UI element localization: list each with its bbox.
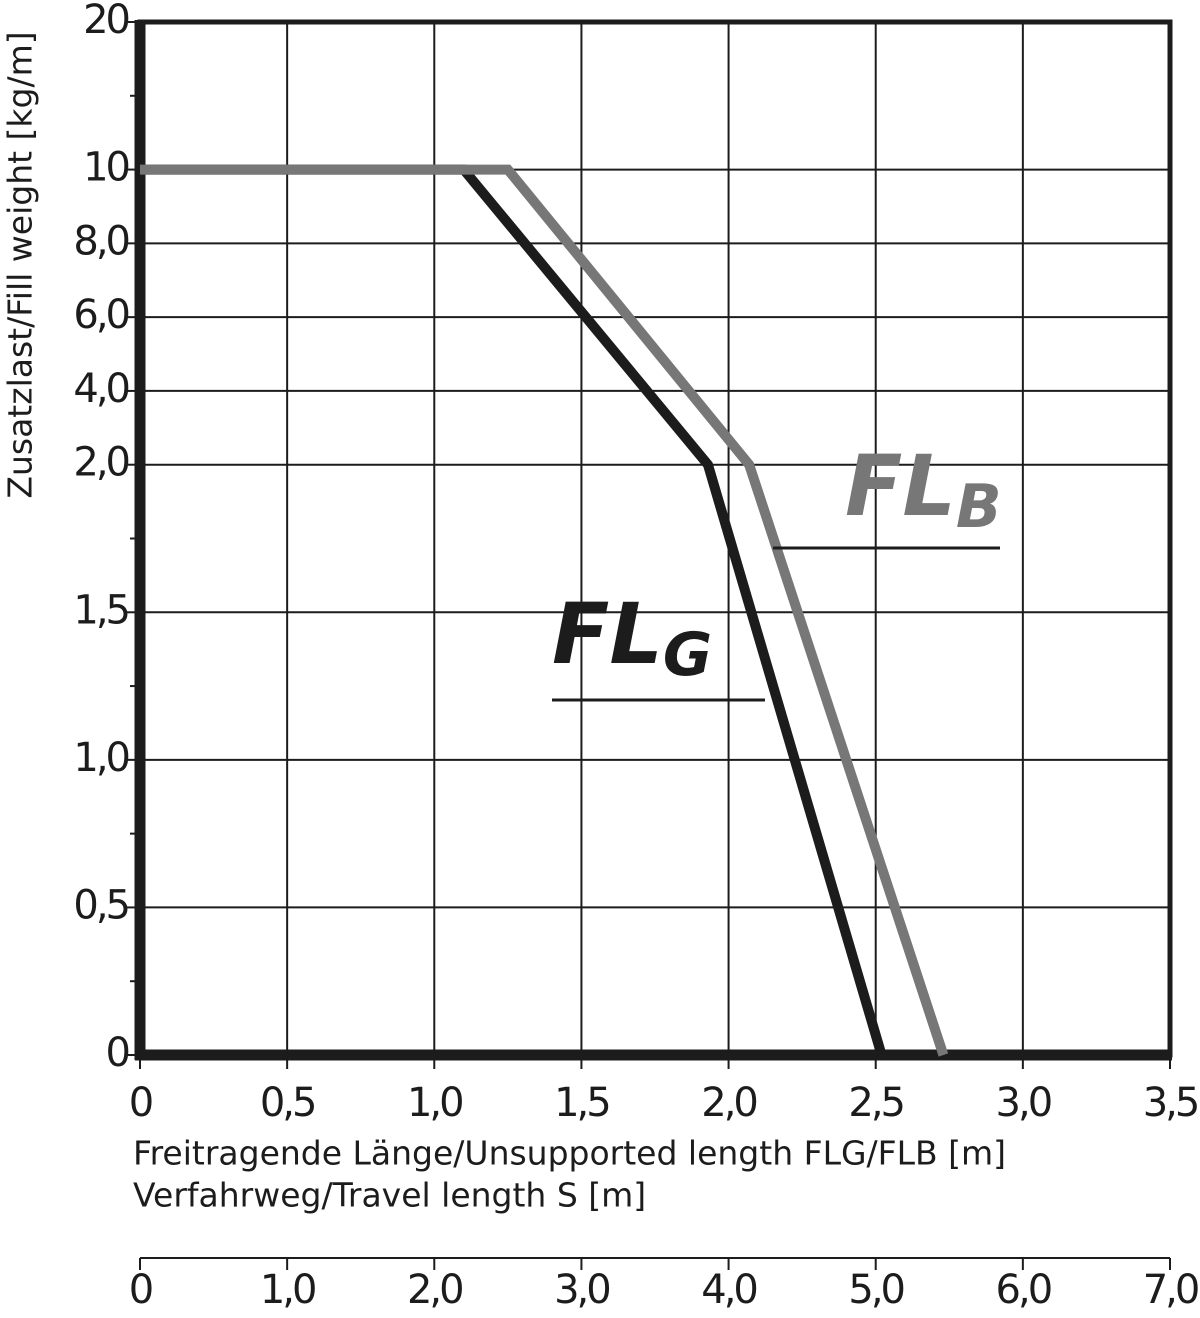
x-tick-label: 2,0 — [701, 1080, 756, 1126]
series-label: FLG — [552, 585, 712, 690]
x-tick-label: 2,5 — [848, 1080, 903, 1126]
y-tick-label: 8,0 — [73, 218, 128, 264]
series-subscript: B — [956, 472, 1002, 542]
y-tick-label: 20 — [83, 0, 128, 43]
x2-tick-label: 4,0 — [701, 1267, 756, 1313]
x-tick-label: 1,0 — [407, 1080, 462, 1126]
x2-tick-label: 3,0 — [554, 1267, 609, 1313]
y-tick-label: 0 — [106, 1030, 129, 1076]
series-label: FLB — [845, 437, 1002, 542]
x2-tick-label: 6,0 — [996, 1267, 1051, 1313]
x-tick-label: 3,5 — [1143, 1080, 1198, 1126]
series-name: FL — [552, 585, 663, 683]
x-tick-label: 0 — [129, 1080, 152, 1126]
y-tick-label: 10 — [83, 145, 128, 191]
y-tick-label: 6,0 — [73, 292, 128, 338]
x2-tick-label: 0 — [129, 1267, 152, 1313]
y-tick-label: 1,5 — [73, 587, 128, 633]
y-tick-label: 1,0 — [73, 735, 128, 781]
x2-tick-label: 1,0 — [260, 1267, 315, 1313]
x-tick-label: 3,0 — [996, 1080, 1051, 1126]
x2-tick-label: 2,0 — [407, 1267, 462, 1313]
y-axis-label: Zusatzlast/Fill weight [kg/m] — [1, 31, 40, 498]
plot-frame — [137, 19, 1173, 1058]
x-tick-label: 1,5 — [554, 1080, 609, 1126]
y-tick-label: 4,0 — [73, 366, 128, 412]
x2-tick-label: 7,0 — [1143, 1267, 1198, 1313]
y-tick-label: 0,5 — [73, 882, 128, 928]
x2-axis-label: Verfahrweg/Travel length S [m] — [133, 1176, 646, 1215]
x-tick-label: 0,5 — [260, 1080, 315, 1126]
x-axis-label: Freitragende Länge/Unsupported length FL… — [133, 1134, 1006, 1173]
series-line — [140, 164, 949, 1057]
x2-tick-label: 5,0 — [848, 1267, 903, 1313]
series-subscript: G — [663, 620, 712, 690]
series-name: FL — [845, 437, 956, 535]
y-tick-label: 2,0 — [73, 440, 128, 486]
